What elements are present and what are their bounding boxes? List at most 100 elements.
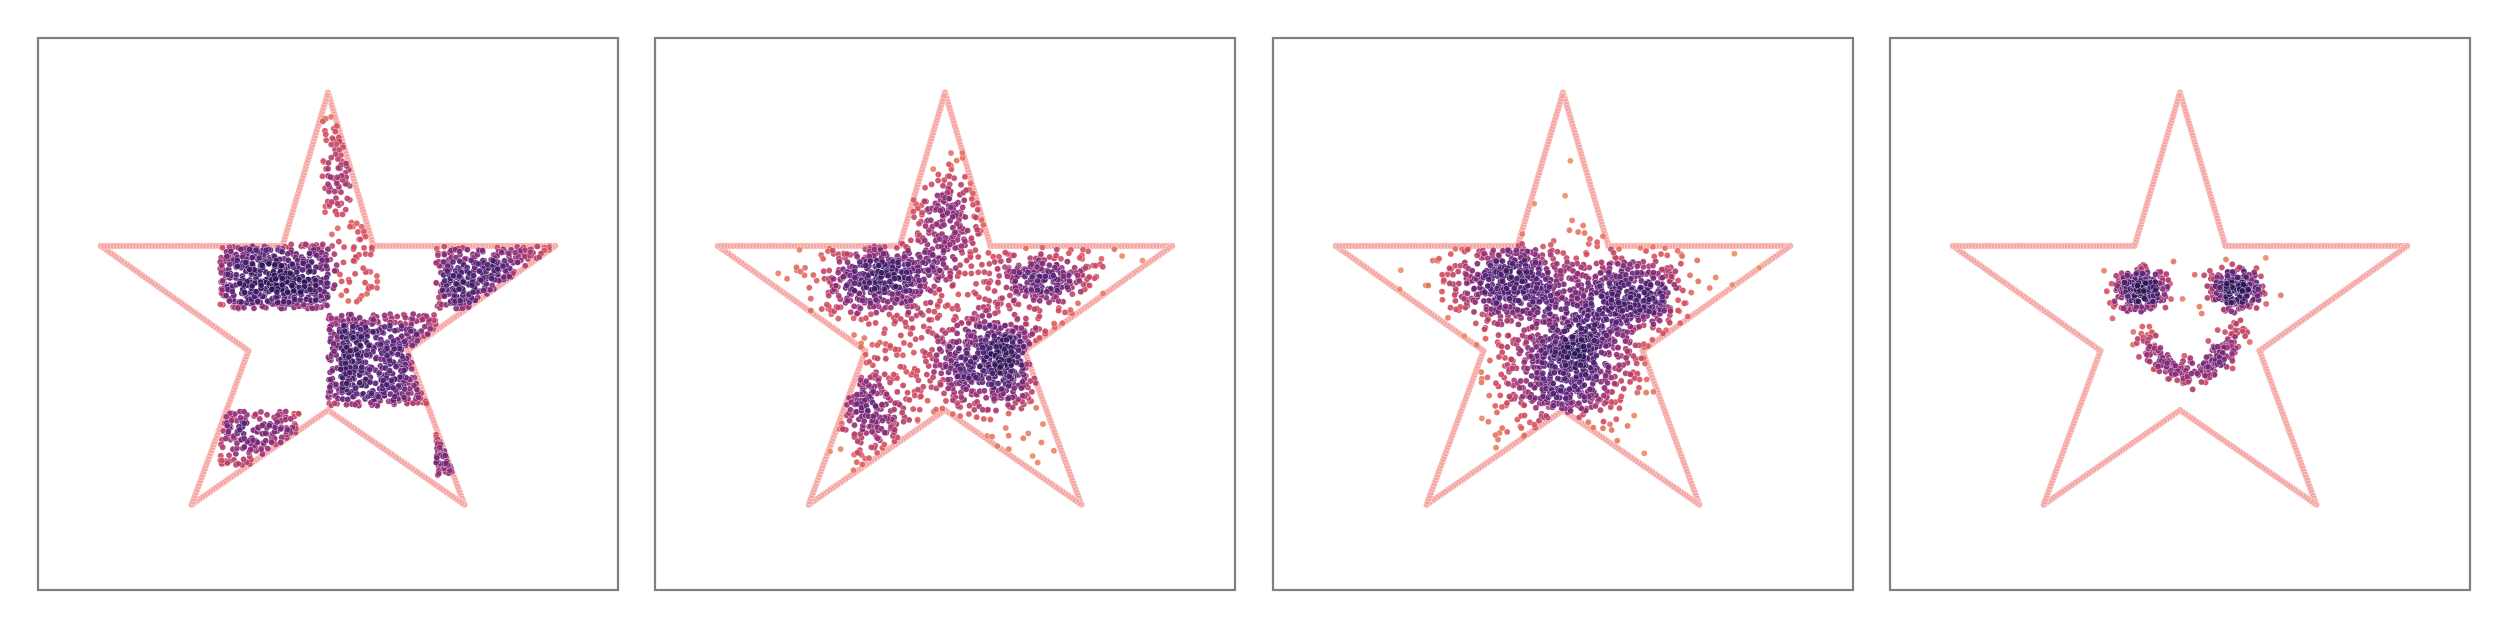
data-point [985,297,993,305]
data-point [930,368,938,376]
data-point [353,390,361,397]
data-point [383,381,391,388]
data-point [927,299,934,306]
data-point [994,265,1001,273]
data-point [470,272,477,279]
data-point [905,416,913,424]
data-point [324,293,331,301]
data-point [901,253,908,261]
data-point [1010,268,1018,275]
data-point [256,254,263,262]
data-point [534,243,541,250]
data-point [352,384,359,392]
data-point [224,459,231,467]
data-point [994,442,1001,450]
data-point [331,188,339,195]
data-point [843,297,851,305]
data-point [945,195,953,202]
data-point [346,278,353,286]
data-point [1038,439,1045,446]
data-point [291,296,298,303]
data-point [965,410,973,418]
data-point [1054,287,1061,294]
data-point [333,180,341,187]
data-point [835,315,842,322]
data-point [394,351,401,358]
data-point [959,149,966,157]
data-point [884,272,892,279]
data-point [362,233,369,240]
data-point [266,422,273,429]
data-point [521,253,528,260]
data-point [426,325,434,333]
data-point [373,278,381,285]
data-point [356,236,364,243]
data-point [893,388,901,396]
data-point [926,351,933,358]
data-point [342,160,350,167]
data-point [1025,430,1032,437]
data-point [844,258,851,266]
data-point [390,345,398,353]
data-point [333,122,341,130]
data-point [1002,424,1010,432]
data-point [976,323,983,330]
data-point [393,313,401,320]
data-point [870,412,877,420]
data-point [430,311,438,319]
data-point [981,387,988,395]
data-point [409,342,416,349]
data-point [978,312,986,320]
data-point [286,269,294,277]
data-point [954,373,962,380]
data-point [907,237,915,244]
data-point [278,274,286,282]
data-point [957,181,965,189]
data-point [851,421,858,429]
data-point [854,449,861,456]
data-point [998,294,1006,302]
data-point [223,253,231,260]
data-point [1064,258,1071,265]
data-point [1039,260,1046,267]
data-point [1060,272,1067,280]
data-point [947,357,955,365]
data-point [949,282,956,289]
data-point [237,246,245,253]
data-point [942,397,950,405]
data-point [349,323,357,330]
data-point [832,282,840,289]
data-point [1010,297,1017,305]
data-point [969,201,977,209]
data-point [1052,252,1060,259]
data-point [346,369,353,376]
data-point [863,377,870,385]
data-point [1053,246,1061,253]
data-point [435,470,443,478]
data-point [475,267,483,275]
data-point [330,340,337,347]
data-point [1042,273,1049,280]
data-point [985,312,993,319]
data-point [268,286,276,293]
data-point [514,259,521,266]
data-point [309,305,316,312]
data-point [358,363,366,371]
data-point [907,330,914,338]
data-point [920,323,928,330]
data-point [219,444,226,451]
data-point [887,304,895,311]
data-point [1098,255,1105,263]
data-point [921,249,929,256]
data-point [336,146,343,154]
data-point [1099,290,1107,297]
data-point [386,367,394,375]
data-point [1074,272,1081,279]
data-point [947,203,955,211]
data-point [888,290,896,298]
data-point [377,340,384,348]
data-point [328,367,336,375]
data-point [880,285,888,293]
data-point [331,399,339,407]
data-point [910,213,918,221]
